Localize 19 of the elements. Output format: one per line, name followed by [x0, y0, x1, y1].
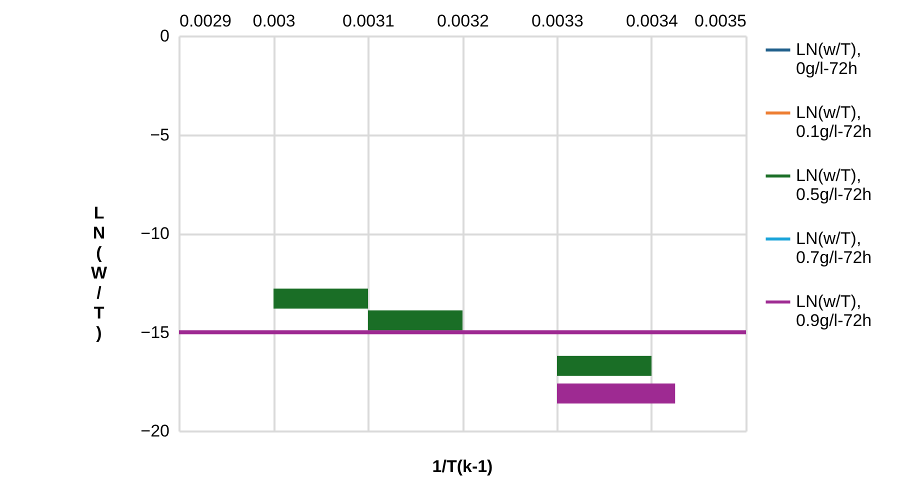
x-tick-label: 0.0035: [694, 12, 746, 30]
x-tick-label: 0.0033: [532, 12, 584, 30]
x-tick-label: 0.003: [252, 12, 296, 30]
x-axis-title: 1/T(k-1): [432, 457, 493, 476]
x-tick-label: 0.0032: [437, 12, 489, 30]
y-axis-title: LN(W/T): [90, 204, 108, 342]
legend-label: LN(w/T), 0.1g/l-72h: [796, 103, 872, 141]
legend-label: LN(w/T), 0g/l-72h: [796, 40, 862, 78]
x-tick-label: 0.0031: [342, 12, 394, 30]
x-tick-label: 0.0029: [180, 12, 232, 30]
y-tick-label: 0: [160, 26, 170, 46]
y-tick-label: −15: [140, 322, 170, 342]
legend-label: LN(w/T), 0.5g/l-72h: [796, 166, 872, 204]
legend-label: LN(w/T), 0.9g/l-72h: [796, 292, 872, 330]
y-tick-label: −20: [140, 422, 170, 440]
y-tick-label: −5: [150, 125, 170, 144]
x-tick-label: 0.0034: [626, 12, 678, 30]
legend-label: LN(w/T), 0.7g/l-72h: [796, 229, 872, 267]
y-tick-label: −10: [140, 224, 170, 243]
